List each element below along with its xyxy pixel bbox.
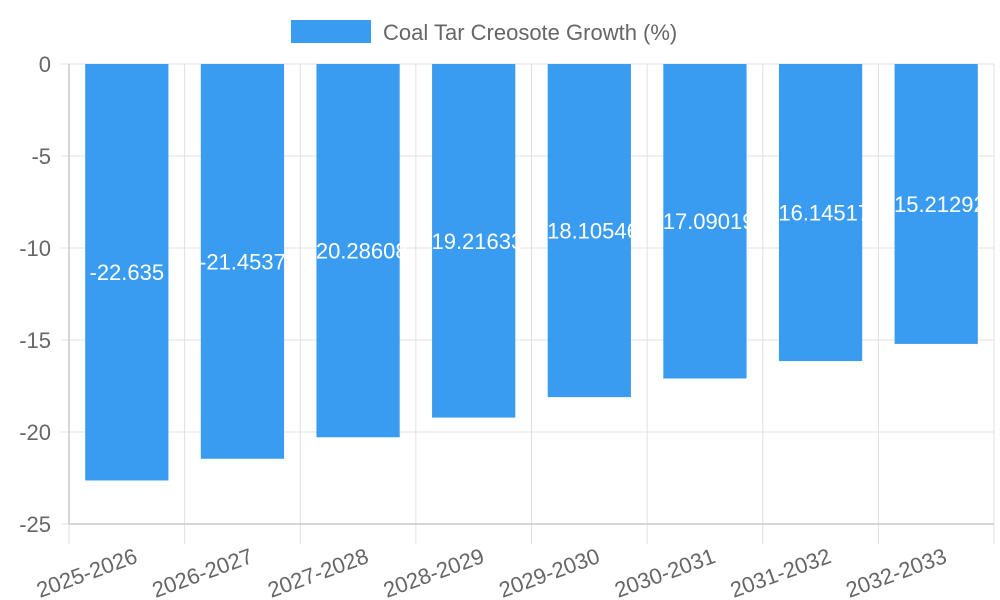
y-tick-labels: 0 -5 -10 -15 -20 -25: [19, 52, 51, 537]
data-label: -16.14517: [771, 201, 870, 226]
x-tick-labels: 2025-2026 2026-2027 2027-2028 2028-2029 2029…: [33, 543, 950, 600]
bar: [894, 64, 978, 344]
axes: [68, 64, 994, 525]
x-tick-label: 2028-2029: [380, 543, 487, 600]
y-tick-label: -10: [19, 236, 51, 261]
x-tick-label: 2027-2028: [264, 543, 371, 600]
y-tick-label: -25: [19, 512, 51, 537]
x-tick-label: 2031-2032: [727, 543, 834, 600]
x-tick-label: 2029-2030: [496, 543, 603, 600]
bar: [663, 64, 747, 379]
data-label: -22.635: [90, 260, 165, 285]
bar: [316, 64, 400, 438]
data-label: -15.21292: [887, 192, 986, 217]
y-tick-label: -20: [19, 420, 51, 445]
data-labels: -22.635 -21.4537 -20.28608 -19.21633 -18.105…: [90, 192, 986, 285]
bar: [85, 64, 169, 481]
bars: [85, 64, 978, 481]
y-tick-label: 0: [39, 52, 51, 77]
bar: [432, 64, 516, 418]
legend: Coal Tar Creosote Growth (%): [291, 20, 677, 45]
data-label: -18.10546: [540, 219, 639, 244]
y-tick-label: -5: [31, 144, 51, 169]
x-tick-label: 2026-2027: [149, 543, 256, 600]
data-label: -17.09019: [655, 209, 754, 234]
y-tick-label: -15: [19, 328, 51, 353]
x-tick-label: 2030-2031: [611, 543, 718, 600]
bar: [778, 64, 863, 362]
legend-label: Coal Tar Creosote Growth (%): [383, 20, 677, 45]
data-label: -20.28608: [309, 239, 408, 264]
x-tick-label: 2025-2026: [33, 543, 140, 600]
x-tick-label: 2032-2033: [842, 543, 949, 600]
legend-swatch: [291, 20, 371, 43]
bar: [547, 64, 631, 398]
data-label: -21.4537: [199, 249, 286, 274]
data-label: -19.21633: [424, 229, 523, 254]
bar: [200, 64, 285, 459]
